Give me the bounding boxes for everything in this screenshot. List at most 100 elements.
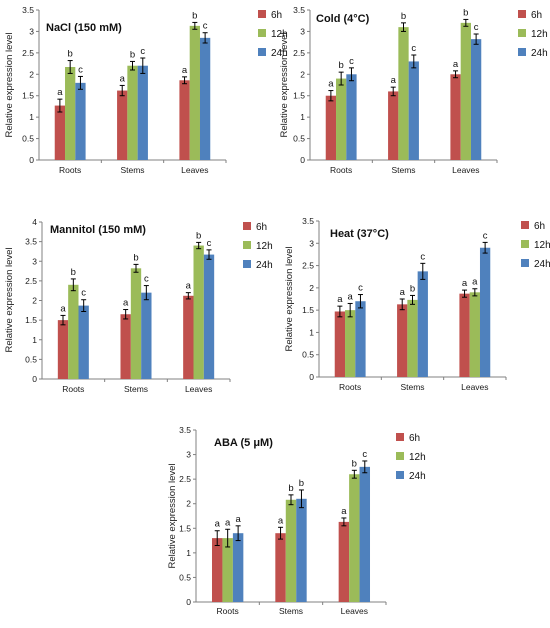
bar — [450, 74, 461, 160]
bar — [479, 247, 491, 377]
legend-label: 12h — [271, 29, 288, 40]
y-tick-label: 1.5 — [302, 305, 314, 315]
y-axis-title: Relative expression level — [284, 246, 295, 351]
bar — [355, 301, 366, 377]
x-tick-label: Stems — [120, 165, 144, 175]
y-tick-label: 0.5 — [22, 134, 34, 144]
legend-swatch — [521, 221, 529, 229]
y-tick-label: 3 — [186, 450, 191, 460]
significance-label: c — [207, 238, 212, 249]
bar — [408, 61, 419, 160]
bar — [470, 39, 482, 161]
legend-label: 24h — [534, 259, 550, 270]
y-tick-label: 0 — [300, 155, 305, 165]
y-tick-label: 0 — [29, 155, 34, 165]
significance-label: c — [81, 288, 86, 299]
legend-label: 24h — [271, 48, 288, 59]
bar — [469, 292, 480, 377]
y-axis-title: Relative expression level — [167, 463, 178, 568]
significance-label: a — [120, 73, 126, 84]
bar — [345, 310, 356, 377]
y-tick-label: 1 — [309, 327, 314, 337]
significance-label: c — [349, 56, 354, 67]
y-tick-label: 3.5 — [302, 216, 314, 226]
significance-label: b — [130, 49, 135, 60]
legend-label: 24h — [409, 471, 426, 482]
y-tick-label: 2.5 — [22, 48, 34, 58]
x-tick-label: Leaves — [452, 165, 479, 175]
bar — [397, 304, 408, 377]
bar — [141, 292, 152, 379]
x-tick-label: Stems — [124, 384, 148, 394]
x-tick-label: Stems — [391, 165, 415, 175]
bar — [193, 245, 204, 379]
bar — [179, 80, 190, 160]
legend-swatch — [396, 433, 404, 441]
bar — [334, 311, 346, 377]
bar — [325, 95, 337, 160]
legend-label: 12h — [534, 240, 550, 251]
bar — [346, 74, 357, 160]
bar — [183, 295, 194, 379]
y-tick-label: 3.5 — [179, 425, 191, 435]
bar — [407, 299, 418, 377]
significance-label: a — [472, 277, 478, 288]
y-tick-label: 1 — [29, 112, 34, 122]
y-tick-label: 0.5 — [293, 134, 305, 144]
legend-swatch — [258, 48, 266, 56]
y-tick-label: 0.5 — [25, 354, 37, 364]
y-tick-label: 3.5 — [22, 5, 34, 15]
x-tick-label: Roots — [330, 165, 352, 175]
bar — [417, 271, 428, 377]
significance-label: a — [235, 514, 241, 525]
significance-label: a — [400, 287, 406, 298]
y-axis-title: Relative expression level — [4, 247, 15, 352]
chart-panel-heat: 0 0.5 1 1.5 2 2.5 3 3.5 Relative expression leve… — [284, 216, 550, 392]
significance-label: a — [123, 298, 129, 309]
y-tick-label: 1.5 — [179, 523, 191, 533]
significance-label: a — [278, 515, 284, 526]
chart-panel-nacl: 0 0.5 1 1.5 2 2.5 3 3.5 Relative expression leve… — [4, 5, 288, 175]
significance-label: a — [328, 79, 334, 90]
bar — [336, 78, 347, 160]
y-tick-label: 2 — [29, 69, 34, 79]
y-tick-label: 1.5 — [25, 315, 37, 325]
significance-label: b — [339, 60, 344, 71]
significance-label: b — [71, 267, 76, 278]
y-tick-label: 3 — [29, 26, 34, 36]
bar — [232, 533, 244, 602]
y-tick-label: 4 — [32, 217, 37, 227]
significance-label: b — [352, 458, 357, 469]
significance-label: b — [133, 252, 138, 263]
legend-swatch — [518, 10, 526, 18]
chart-title: Mannitol (150 mM) — [50, 224, 146, 236]
significance-label: c — [140, 46, 145, 57]
bar — [65, 67, 76, 160]
bar — [78, 305, 89, 379]
bar — [54, 105, 66, 160]
y-tick-label: 3.5 — [25, 237, 37, 247]
significance-label: c — [474, 22, 479, 33]
bar — [137, 65, 148, 160]
legend-swatch — [243, 260, 251, 268]
x-tick-label: Leaves — [181, 165, 208, 175]
legend-swatch — [521, 259, 529, 267]
significance-label: b — [401, 11, 406, 22]
significance-label: c — [420, 251, 425, 262]
significance-label: b — [410, 283, 415, 294]
legend-label: 6h — [271, 10, 282, 21]
y-tick-label: 0 — [309, 372, 314, 382]
significance-label: c — [78, 64, 83, 75]
bar — [75, 82, 86, 160]
chart-title: Cold (4°C) — [316, 13, 370, 25]
y-tick-label: 1 — [186, 548, 191, 558]
legend-swatch — [243, 241, 251, 249]
bar — [349, 474, 360, 602]
y-tick-label: 2.5 — [179, 474, 191, 484]
y-tick-label: 3 — [32, 256, 37, 266]
legend-label: 12h — [409, 452, 426, 463]
bar — [359, 466, 371, 602]
legend-label: 12h — [531, 29, 548, 40]
significance-label: c — [362, 449, 367, 460]
significance-label: a — [341, 506, 347, 517]
